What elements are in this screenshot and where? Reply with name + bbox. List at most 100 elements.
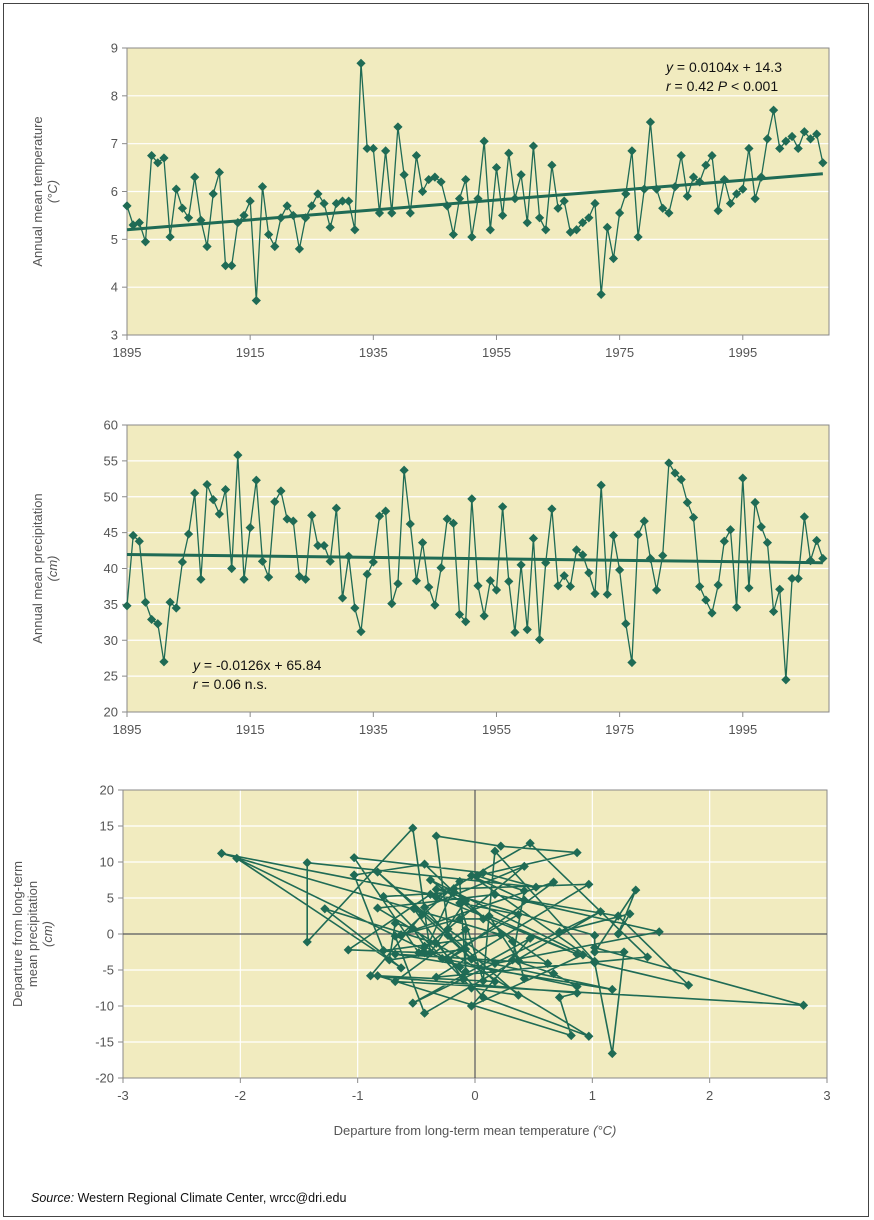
data-point: [393, 578, 403, 589]
data-point: [701, 160, 711, 170]
trend-equation: y = -0.0126x + 65.84: [192, 657, 322, 673]
data-point: [744, 583, 754, 593]
x-tick-label: 0: [471, 1088, 478, 1103]
data-point: [454, 609, 465, 620]
data-point: [633, 232, 643, 242]
data-point: [519, 895, 529, 905]
data-point: [368, 557, 378, 567]
data-point: [365, 971, 376, 981]
data-point: [504, 576, 514, 587]
data-point: [159, 657, 169, 667]
data-point: [276, 486, 286, 496]
data-point: [485, 576, 495, 586]
data-point: [627, 146, 637, 156]
data-point: [177, 557, 188, 567]
data-point: [812, 535, 822, 546]
data-point: [658, 550, 668, 561]
data-point: [547, 504, 557, 514]
data-point: [431, 831, 441, 841]
data-point: [578, 217, 588, 228]
data-point: [713, 580, 723, 590]
data-point: [171, 184, 181, 194]
data-point: [607, 984, 617, 995]
data-point: [590, 947, 600, 957]
data-point: [442, 201, 452, 211]
data-point: [602, 589, 612, 599]
data-point: [651, 585, 662, 595]
data-point: [683, 980, 694, 990]
y-tick-label: 0: [107, 927, 114, 942]
data-point: [408, 823, 418, 833]
data-point: [590, 958, 600, 968]
data-point: [405, 519, 415, 529]
data-point: [257, 556, 268, 566]
data-point: [134, 536, 144, 546]
data-point: [549, 877, 559, 887]
data-point: [645, 553, 656, 564]
data-point: [799, 127, 809, 137]
data-point: [461, 966, 471, 977]
data-point: [458, 974, 468, 984]
data-point: [713, 206, 723, 216]
data-point: [541, 558, 551, 568]
data-point: [165, 232, 175, 242]
trend-equation-part: y: [192, 657, 201, 673]
data-point: [350, 225, 360, 235]
data-point: [419, 859, 430, 869]
data-point: [519, 886, 529, 896]
x-axis-label-text: Departure from long-term mean temperatur…: [334, 1123, 593, 1138]
trend-stats: r = 0.42 P < 0.001: [666, 78, 778, 94]
data-point: [534, 213, 545, 223]
data-point: [651, 184, 662, 194]
data-point: [227, 563, 237, 574]
data-point: [436, 563, 446, 573]
x-tick-label: 1935: [359, 722, 388, 737]
data-point: [507, 955, 518, 965]
data-point: [214, 509, 224, 519]
y-tick-label: -15: [95, 1035, 114, 1050]
data-point: [307, 510, 317, 521]
data-point: [251, 475, 261, 485]
trend-equation: y = 0.0104x + 14.3: [665, 59, 782, 75]
data-point: [553, 203, 563, 213]
data-point: [417, 186, 428, 197]
data-point: [381, 146, 391, 156]
data-point: [608, 530, 619, 541]
y-axis-unit: (cm): [40, 921, 55, 947]
trend-stats-part: r: [193, 676, 199, 692]
data-point: [134, 217, 144, 228]
data-point: [732, 602, 742, 612]
data-point: [707, 608, 717, 618]
data-point: [670, 182, 680, 192]
data-point: [676, 474, 686, 485]
trend-equation-part: = -0.0126x + 65.84: [200, 657, 322, 673]
data-point: [559, 196, 569, 206]
y-tick-label: 5: [111, 232, 118, 247]
data-point: [409, 904, 419, 914]
data-point: [738, 473, 748, 483]
data-point: [349, 870, 359, 880]
y-tick-label: 8: [111, 88, 118, 103]
data-point: [216, 848, 227, 858]
data-point: [350, 603, 360, 613]
data-point: [331, 503, 341, 513]
data-point: [300, 213, 311, 223]
data-point: [344, 551, 354, 561]
trend-stats-part: s: [256, 676, 263, 692]
data-point: [147, 614, 157, 625]
data-point: [220, 261, 231, 271]
y-tick-label: 9: [111, 41, 118, 56]
data-point: [466, 1001, 477, 1011]
data-point: [140, 237, 151, 247]
data-point: [153, 619, 163, 629]
data-point: [147, 151, 157, 161]
data-point: [621, 619, 631, 629]
data-point: [384, 955, 394, 965]
data-point: [190, 488, 200, 498]
data-point: [525, 838, 535, 848]
data-point: [519, 974, 529, 984]
data-point: [387, 208, 397, 218]
data-point: [302, 858, 312, 868]
data-point: [387, 599, 397, 609]
data-point: [466, 954, 477, 964]
